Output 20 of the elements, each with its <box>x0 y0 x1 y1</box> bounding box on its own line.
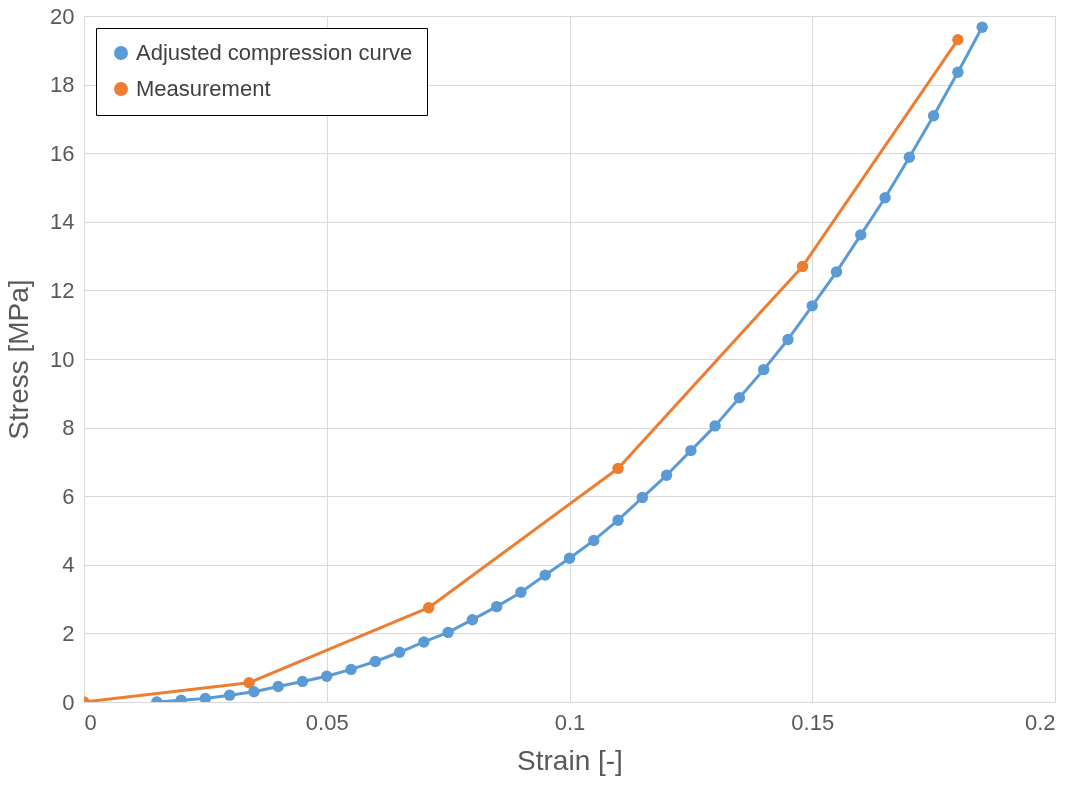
x-tick-label: 0.2 <box>1024 709 1056 735</box>
y-tick-label: 6 <box>62 483 75 509</box>
x-tick-label: 0 <box>84 709 97 735</box>
y-tick-label: 2 <box>62 620 75 646</box>
y-tick-label: 20 <box>50 3 75 29</box>
y-tick-label: 12 <box>50 277 75 303</box>
x-tick-label: 0.15 <box>791 709 835 735</box>
y-tick-label: 18 <box>50 72 75 98</box>
y-tick-label: 16 <box>50 140 75 166</box>
legend-label: Measurement <box>136 76 271 101</box>
y-tick-label: 8 <box>62 415 75 441</box>
y-axis-title: Stress [MPa] <box>3 279 35 440</box>
y-tick-label: 14 <box>50 209 75 235</box>
y-tick-label: 0 <box>62 689 75 715</box>
x-axis-title: Strain [-] <box>517 744 623 776</box>
x-tick-label: 0.1 <box>554 709 586 735</box>
y-tick-label: 4 <box>62 552 75 578</box>
legend-label: Adjusted compression curve <box>136 40 413 65</box>
y-tick-label: 10 <box>50 346 75 372</box>
x-tick-label: 0.05 <box>305 709 349 735</box>
